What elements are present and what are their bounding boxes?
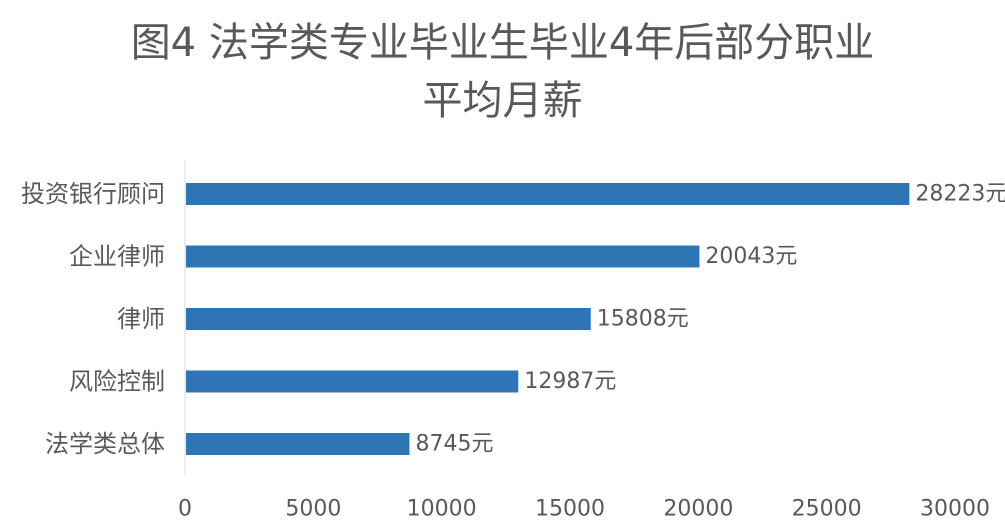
value-labels-group: 28223元 20043元 15808元 12987元 8745元 [415, 182, 1005, 457]
category-label: 投资银行顾问 [21, 180, 165, 208]
category-label: 律师 [117, 305, 165, 333]
bar [186, 245, 700, 268]
x-tick-label: 20000 [663, 497, 733, 522]
bar [186, 433, 410, 455]
x-tick-label: 5000 [285, 497, 341, 522]
data-label: 15808元 [597, 307, 689, 332]
bar [186, 370, 519, 393]
chart-title-line-1: 图4 法学类专业毕业生毕业4年后部分职业 [130, 20, 875, 66]
x-axis-ticks-group: 0 5000 10000 15000 20000 25000 30000 [178, 497, 990, 522]
bar [186, 308, 591, 330]
bar [186, 183, 910, 205]
data-label: 20043元 [705, 244, 797, 269]
chart-title: 图4 法学类专业毕业生毕业4年后部分职业 平均月薪 [0, 14, 1005, 130]
data-label: 28223元 [915, 182, 1005, 207]
x-tick-label: 25000 [792, 497, 862, 522]
x-tick-label: 0 [178, 497, 192, 522]
bars-group [186, 183, 910, 455]
category-label: 企业律师 [69, 243, 165, 271]
x-tick-label: 10000 [407, 497, 477, 522]
chart-title-line-2: 平均月薪 [422, 78, 583, 124]
x-tick-label: 15000 [535, 497, 605, 522]
category-label: 法学类总体 [45, 430, 165, 458]
category-label: 风险控制 [69, 368, 165, 396]
x-tick-label: 30000 [920, 497, 990, 522]
data-label: 12987元 [524, 369, 616, 394]
data-label: 8745元 [415, 432, 493, 457]
